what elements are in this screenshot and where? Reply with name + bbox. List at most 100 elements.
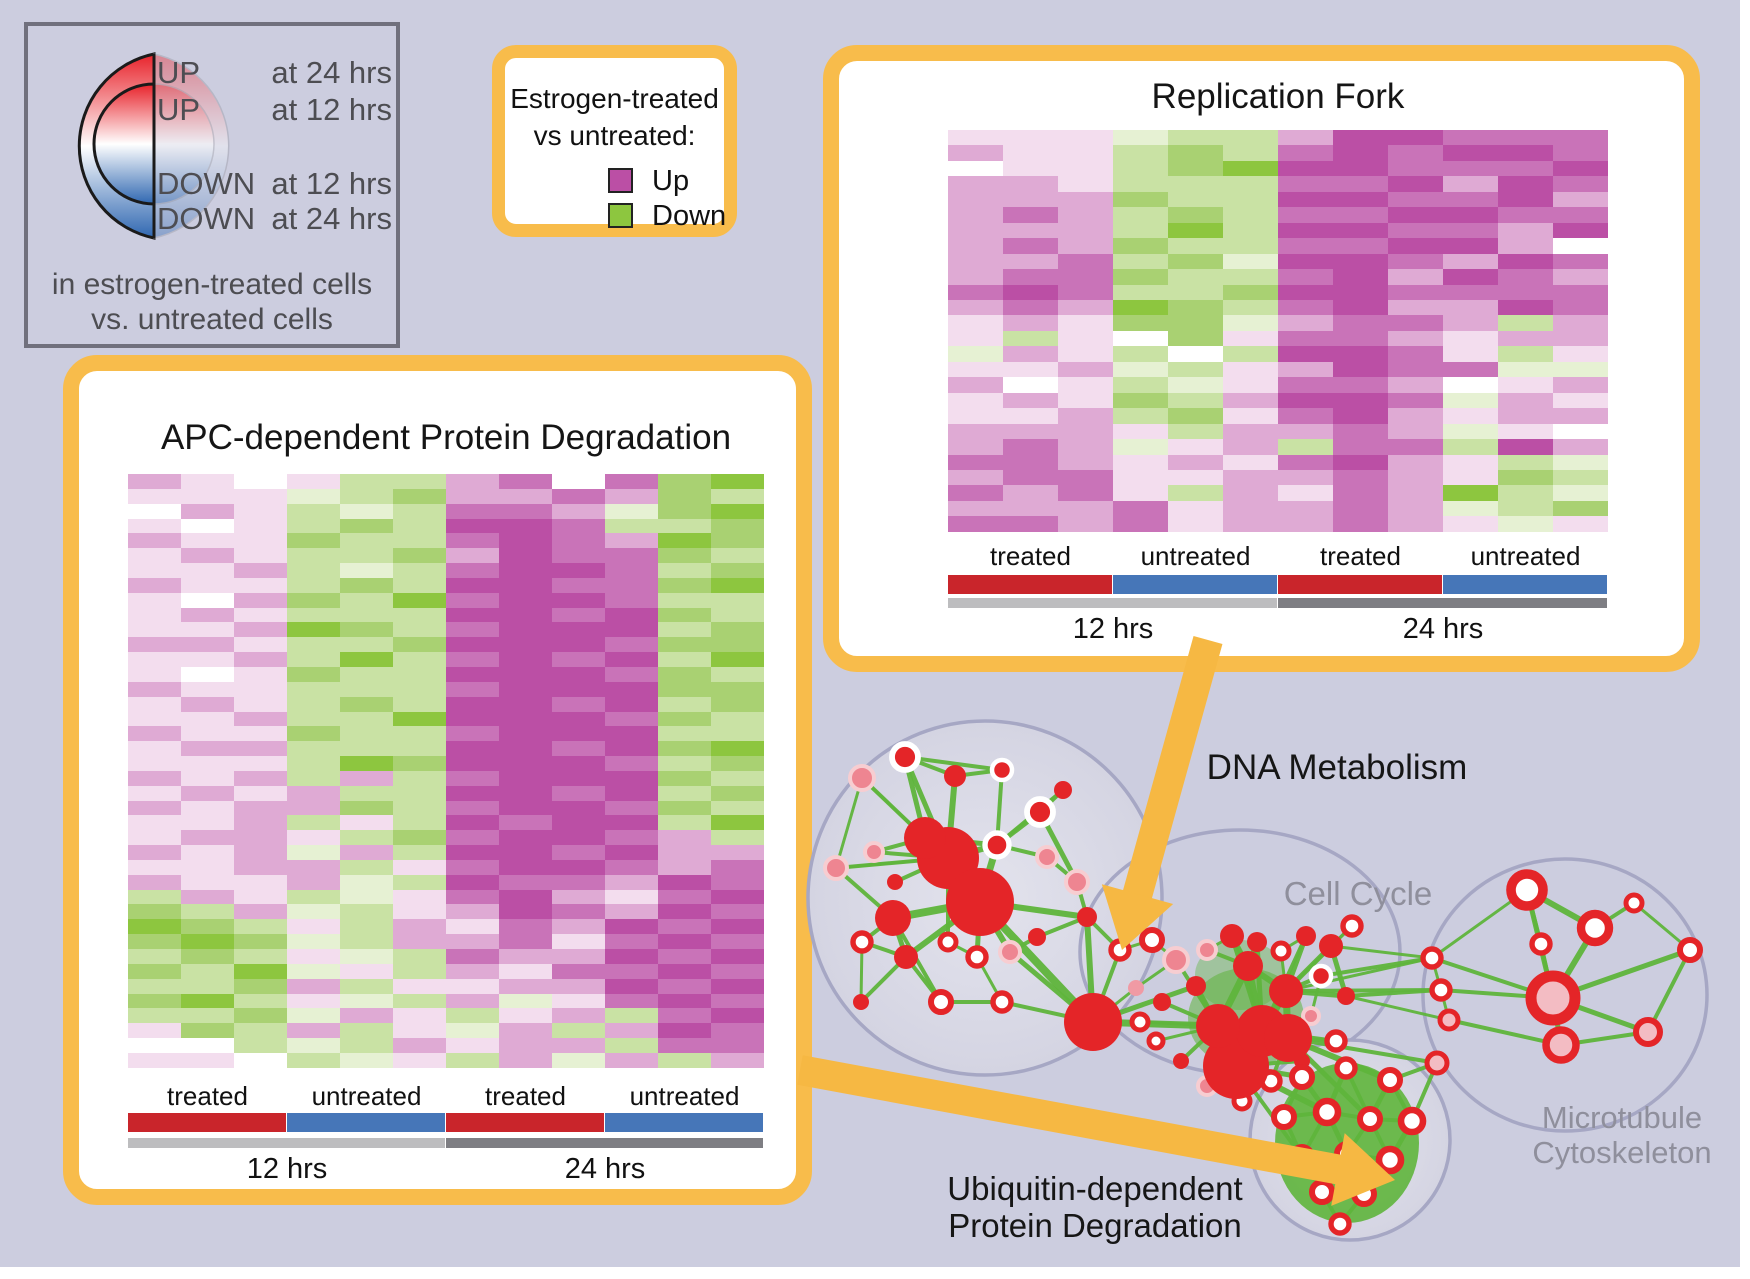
heatmap-cell xyxy=(128,1008,181,1024)
heatmap-cell xyxy=(1223,454,1278,470)
heatmap-cell xyxy=(1333,330,1388,347)
heatmap-cell xyxy=(711,934,764,949)
scale-time: at 24 hrs xyxy=(271,55,392,90)
heatmap-cell xyxy=(948,454,1003,470)
heatmap-cell xyxy=(1003,423,1058,440)
heatmap-cell xyxy=(1388,222,1443,239)
heatmap-cell xyxy=(234,622,287,638)
heatmap-cell xyxy=(234,548,287,564)
scale-row: DOWN at 12 hrs xyxy=(28,166,396,201)
heatmap-cell xyxy=(1058,299,1113,316)
heatmap-cell xyxy=(1113,207,1168,223)
heatmap-cell xyxy=(711,1023,764,1039)
heatmap-cell xyxy=(1168,361,1223,378)
heatmap-cell xyxy=(128,711,181,727)
heatmap-cell xyxy=(1443,516,1498,532)
heatmap-cell xyxy=(605,770,658,786)
heatmap-cell xyxy=(552,548,605,564)
heatmap-cell xyxy=(658,859,711,875)
heatmap-cell xyxy=(1278,269,1333,285)
heatmap-cell xyxy=(340,993,393,1009)
heatmap-cell xyxy=(1113,516,1168,532)
heatmap-cell xyxy=(1553,284,1608,300)
heatmap-cell xyxy=(605,785,658,801)
heatmap-cell xyxy=(340,800,393,816)
concentric-rings-icon xyxy=(77,52,230,240)
heatmap-cell xyxy=(948,315,1003,331)
heatmap-cell xyxy=(1278,439,1333,455)
heatmap-row xyxy=(128,518,764,534)
heatmap-cell xyxy=(499,533,552,549)
heatmap-cell xyxy=(948,346,1003,362)
heatmap-cell xyxy=(1003,207,1058,223)
heatmap-cell xyxy=(181,949,234,964)
heatmap-cell xyxy=(499,785,552,801)
heatmap-cell xyxy=(1058,160,1113,177)
heatmap-cell xyxy=(1223,269,1278,285)
heatmap-cell xyxy=(181,666,234,682)
heatmap-cell xyxy=(128,488,181,504)
heatmap-cell xyxy=(1223,284,1278,300)
heatmap-cell xyxy=(1223,238,1278,254)
heatmap-cell xyxy=(711,785,764,801)
heatmap-cell xyxy=(552,1038,605,1053)
heatmap-row xyxy=(948,408,1608,424)
heatmap-cell xyxy=(393,637,446,653)
heatmap-cell xyxy=(711,666,764,682)
heatmap-cell xyxy=(1058,253,1113,270)
heatmap-cell xyxy=(181,800,234,816)
heatmap-cell xyxy=(1168,222,1223,239)
heatmap-row xyxy=(128,756,764,771)
heatmap-cell xyxy=(340,607,393,623)
heatmap-cell xyxy=(446,741,499,757)
heatmap-cell xyxy=(340,949,393,964)
heatmap-cell xyxy=(128,548,181,564)
heatmap-cell xyxy=(1168,207,1223,223)
heatmap-cell xyxy=(658,652,711,667)
heatmap-cell xyxy=(287,503,340,519)
heatmap-cell xyxy=(1388,315,1443,331)
heatmap-cell xyxy=(1223,176,1278,192)
heatmap-cell xyxy=(393,1052,446,1068)
heatmap-row xyxy=(128,592,764,608)
heatmap-cell xyxy=(1333,222,1388,239)
time-bar xyxy=(1278,598,1607,608)
heatmap-cell xyxy=(1003,145,1058,161)
heatmap-cell xyxy=(499,859,552,875)
heatmap-cell xyxy=(1388,469,1443,486)
heatmap-cell xyxy=(499,845,552,860)
heatmap-row xyxy=(948,130,1608,146)
up-label: Up xyxy=(652,165,690,197)
heatmap-cell xyxy=(1443,160,1498,177)
heatmap-cell xyxy=(287,696,340,712)
heatmap-row xyxy=(128,859,764,875)
heatmap-cell xyxy=(1498,176,1553,192)
heatmap-cell xyxy=(1388,191,1443,208)
heatmap-cell xyxy=(340,488,393,504)
heatmap-cell xyxy=(1168,160,1223,177)
heatmap-cell xyxy=(1113,145,1168,161)
heatmap-cell xyxy=(1003,346,1058,362)
heatmap-cell xyxy=(1333,439,1388,455)
heatmap-cell xyxy=(393,815,446,831)
heatmap-cell xyxy=(287,978,340,994)
heatmap-cell xyxy=(605,830,658,846)
condition-label: treated xyxy=(485,1081,566,1111)
heatmap-cell xyxy=(393,518,446,534)
condition-bar xyxy=(287,1113,445,1132)
heatmap-cell xyxy=(340,1052,393,1068)
heatmap-cell xyxy=(711,503,764,519)
heatmap-cell xyxy=(181,919,234,935)
heatmap-cell xyxy=(1388,269,1443,285)
heatmap-cell xyxy=(1278,392,1333,409)
heatmap-cell xyxy=(340,726,393,742)
heatmap-cell xyxy=(499,919,552,935)
heatmap-row xyxy=(948,454,1608,470)
heatmap-cell xyxy=(1223,315,1278,331)
heatmap-cell xyxy=(1388,408,1443,424)
heatmap-cell xyxy=(499,830,552,846)
heatmap-cell xyxy=(1443,454,1498,470)
heatmap-cell xyxy=(181,533,234,549)
heatmap-cell xyxy=(446,592,499,608)
